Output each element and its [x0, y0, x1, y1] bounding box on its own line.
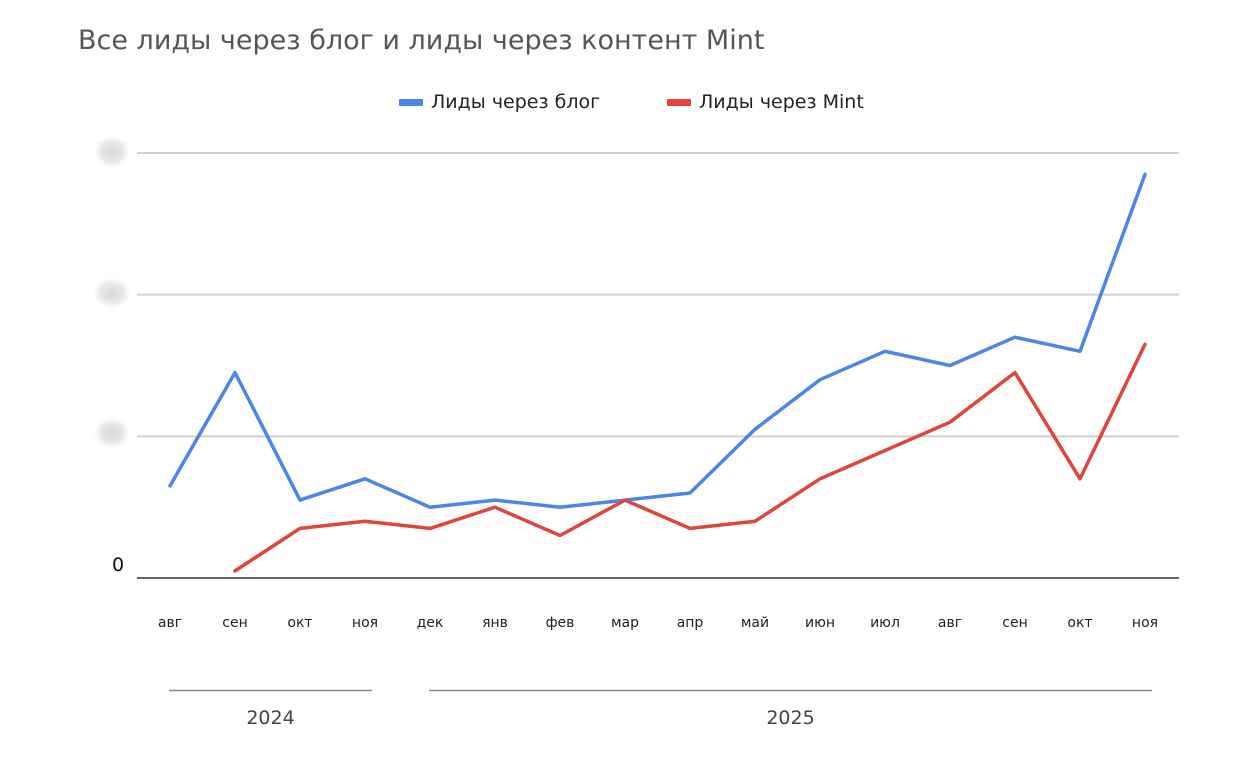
x-tick-label: авг [938, 615, 962, 631]
year-label: 2024 [246, 707, 294, 729]
legend-swatch-mint [667, 98, 691, 106]
data-point-mint [232, 568, 238, 574]
series-line-blog [168, 172, 1147, 509]
data-point-mint [817, 476, 823, 482]
data-point-blog [1142, 171, 1148, 177]
x-tick-label: янв [482, 615, 508, 631]
x-tick-label: сен [1002, 615, 1027, 631]
data-point-blog [817, 377, 823, 383]
x-tick-label: окт [1067, 615, 1092, 631]
x-tick-label: окт [287, 615, 312, 631]
x-tick-label: авг [158, 615, 182, 631]
data-point-blog [687, 490, 693, 496]
x-tick-label: апр [677, 615, 704, 631]
legend-label-blog: Лиды через блог [431, 91, 601, 113]
data-point-blog [297, 497, 303, 503]
data-point-mint [557, 533, 563, 539]
data-point-mint [1142, 341, 1148, 347]
data-point-mint [1012, 370, 1018, 376]
data-point-mint [687, 525, 693, 531]
data-point-blog [947, 363, 953, 369]
legend-item-mint[interactable]: Лиды через Mint [667, 91, 864, 113]
data-point-mint [947, 419, 953, 425]
redacted-y-tick-20 [94, 418, 130, 448]
data-point-mint [882, 448, 888, 454]
data-point-blog [557, 504, 563, 510]
data-point-mint [1077, 476, 1083, 482]
x-tick-label: ноя [352, 615, 378, 631]
data-point-mint [752, 518, 758, 524]
legend-swatch-blog [399, 98, 423, 106]
data-point-mint [492, 504, 498, 510]
data-point-blog [752, 426, 758, 432]
legend-label-mint: Лиды через Mint [699, 91, 864, 113]
redacted-y-tick-60 [94, 137, 130, 167]
legend: Лиды через блог Лиды через Mint [0, 91, 1259, 117]
year-label: 2025 [766, 707, 814, 729]
chart-title: Все лиды через блог и лиды через контент… [78, 25, 765, 56]
data-point-blog [232, 370, 238, 376]
x-tick-label: дек [417, 615, 444, 631]
data-point-mint [427, 525, 433, 531]
x-tick-label: ноя [1132, 615, 1158, 631]
x-tick-label: фев [546, 615, 575, 631]
data-point-blog [1077, 348, 1083, 354]
data-point-blog [427, 504, 433, 510]
y-tick-label: 0 [112, 554, 124, 576]
data-point-blog [362, 476, 368, 482]
x-tick-label: июл [870, 615, 900, 631]
data-point-mint [362, 518, 368, 524]
x-tick-label: июн [805, 615, 835, 631]
series-line-mint [233, 342, 1147, 573]
data-point-blog [882, 348, 888, 354]
data-point-mint [622, 497, 628, 503]
x-tick-label: май [741, 615, 769, 631]
redacted-y-tick-40 [94, 278, 130, 308]
data-point-blog [167, 483, 173, 489]
x-tick-label: сен [222, 615, 247, 631]
data-point-blog [1012, 334, 1018, 340]
data-point-blog [492, 497, 498, 503]
legend-item-blog[interactable]: Лиды через блог [399, 91, 600, 113]
data-point-mint [297, 525, 303, 531]
x-tick-label: мар [611, 615, 639, 631]
